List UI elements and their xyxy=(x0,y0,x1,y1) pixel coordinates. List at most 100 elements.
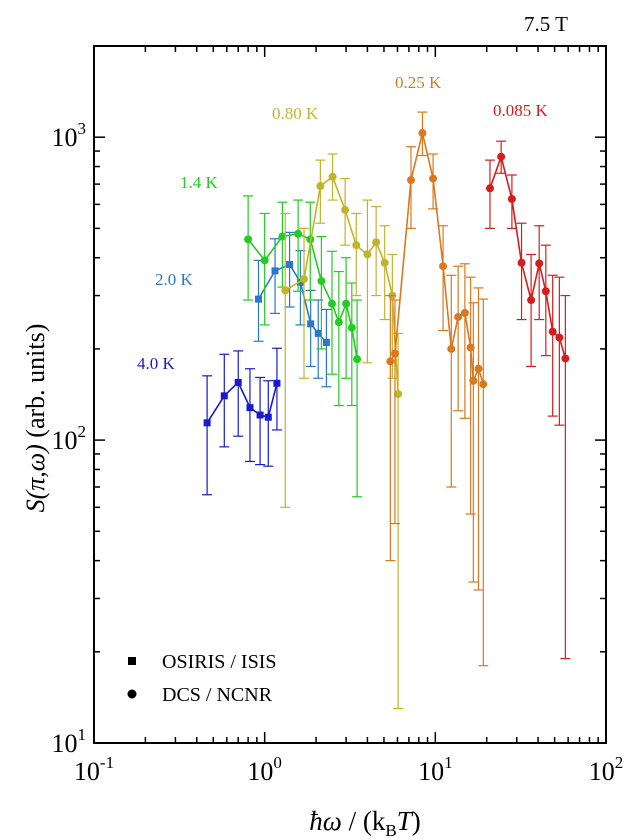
data-point xyxy=(406,176,415,185)
data-point xyxy=(342,299,351,308)
axis-ticks xyxy=(93,45,606,744)
series-1 xyxy=(202,347,282,496)
data-point xyxy=(294,229,303,238)
y-tick-label-base: 10 xyxy=(52,729,78,758)
x-axis-label-sep: / ( xyxy=(342,806,372,836)
y-tick-label: 103 xyxy=(52,119,87,152)
data-point xyxy=(555,333,564,342)
x-tick-label: 102 xyxy=(589,753,624,786)
x-tick-label: 101 xyxy=(418,753,453,786)
x-tick-label: 100 xyxy=(247,753,282,786)
series-label: 0.80 K xyxy=(272,104,319,123)
x-tick-label-exp: -1 xyxy=(100,753,114,772)
x-tick-label-base: 10 xyxy=(247,757,273,786)
y-tick-label: 102 xyxy=(52,422,87,455)
y-tick-label-exp: 2 xyxy=(78,422,87,441)
y-tick-label: 101 xyxy=(52,725,87,758)
data-point xyxy=(220,392,228,400)
data-point xyxy=(353,355,362,364)
error-bars xyxy=(243,195,363,498)
x-axis-label-symbol: ħω xyxy=(309,806,342,836)
data-point xyxy=(469,376,478,385)
data-point xyxy=(260,256,269,265)
x-tick-label-exp: 0 xyxy=(273,753,282,772)
data-point xyxy=(439,262,448,271)
series-labels: 4.0 K 2.0 K 1.4 K 0.80 K 0.25 K 0.085 K xyxy=(137,73,549,373)
data-point xyxy=(541,287,550,296)
data-point xyxy=(327,299,336,308)
series-6 xyxy=(484,140,571,660)
error-bars xyxy=(202,347,282,496)
series-3 xyxy=(243,195,363,498)
x-axis-label-kb-sub: B xyxy=(385,821,396,840)
legend: OSIRIS / ISIS DCS / NCNR xyxy=(127,651,276,706)
x-axis-label-close: ) xyxy=(412,806,421,836)
y-axis-label-s: S xyxy=(21,499,50,512)
data-point xyxy=(334,318,343,327)
data-point xyxy=(256,411,264,419)
data-point xyxy=(254,295,262,303)
x-tick-label-base: 10 xyxy=(418,757,444,786)
series-label: 1.4 K xyxy=(180,173,219,192)
series-4 xyxy=(280,153,404,710)
data-point xyxy=(317,277,326,286)
data-point xyxy=(316,181,325,190)
data-point xyxy=(390,349,399,358)
data-point xyxy=(429,174,438,183)
series-line xyxy=(489,153,567,359)
data-point xyxy=(299,275,308,284)
data-point xyxy=(286,260,294,268)
plot-frame xyxy=(93,45,607,744)
y-tick-label-exp: 3 xyxy=(78,119,87,138)
data-layer xyxy=(202,111,571,710)
x-tick-label-exp: 2 xyxy=(615,753,624,772)
series-5 xyxy=(385,111,489,667)
data-point xyxy=(264,413,272,421)
series-label: 0.25 K xyxy=(395,73,442,92)
y-axis-label: S(π,ω) (arb. units) xyxy=(21,324,50,513)
data-point xyxy=(273,379,281,387)
chart-title: 7.5 T xyxy=(524,12,568,36)
x-axis-label-kb: k xyxy=(372,806,386,836)
data-point xyxy=(314,329,322,337)
data-point xyxy=(548,327,557,336)
data-point xyxy=(517,258,526,267)
data-point xyxy=(507,195,516,204)
data-point xyxy=(372,238,381,247)
series-label: 4.0 K xyxy=(137,354,176,373)
data-point xyxy=(278,232,287,241)
data-point xyxy=(380,258,389,267)
data-point xyxy=(363,250,372,259)
data-point xyxy=(271,267,279,275)
data-point xyxy=(460,308,469,317)
x-axis-label: ħω / (kBT) xyxy=(309,806,420,840)
x-tick-label-exp: 1 xyxy=(444,753,453,772)
data-point xyxy=(352,241,361,250)
y-tick-label-base: 10 xyxy=(52,426,78,455)
legend-label: DCS / NCNR xyxy=(162,684,273,706)
data-point xyxy=(527,296,536,305)
legend-marker-square xyxy=(128,657,136,665)
data-point xyxy=(474,364,483,373)
y-tick-label-exp: 1 xyxy=(78,725,87,744)
series-label: 2.0 K xyxy=(155,270,194,289)
data-point xyxy=(447,344,456,353)
data-point xyxy=(341,205,350,214)
data-point xyxy=(454,312,463,321)
data-point xyxy=(466,343,475,352)
y-axis-label-args: (π,ω) xyxy=(21,444,50,499)
data-point xyxy=(497,152,506,161)
legend-marker-circle xyxy=(127,689,137,699)
data-point xyxy=(246,404,254,412)
y-axis-label-unit: (arb. units) xyxy=(21,324,50,445)
x-axis-label-t: T xyxy=(397,806,414,836)
data-point xyxy=(347,323,356,332)
data-point xyxy=(307,320,315,328)
data-point xyxy=(328,172,337,181)
data-point xyxy=(418,129,427,138)
x-tick-label: 10-1 xyxy=(74,753,114,786)
error-bars xyxy=(385,111,489,667)
data-point xyxy=(296,278,304,286)
